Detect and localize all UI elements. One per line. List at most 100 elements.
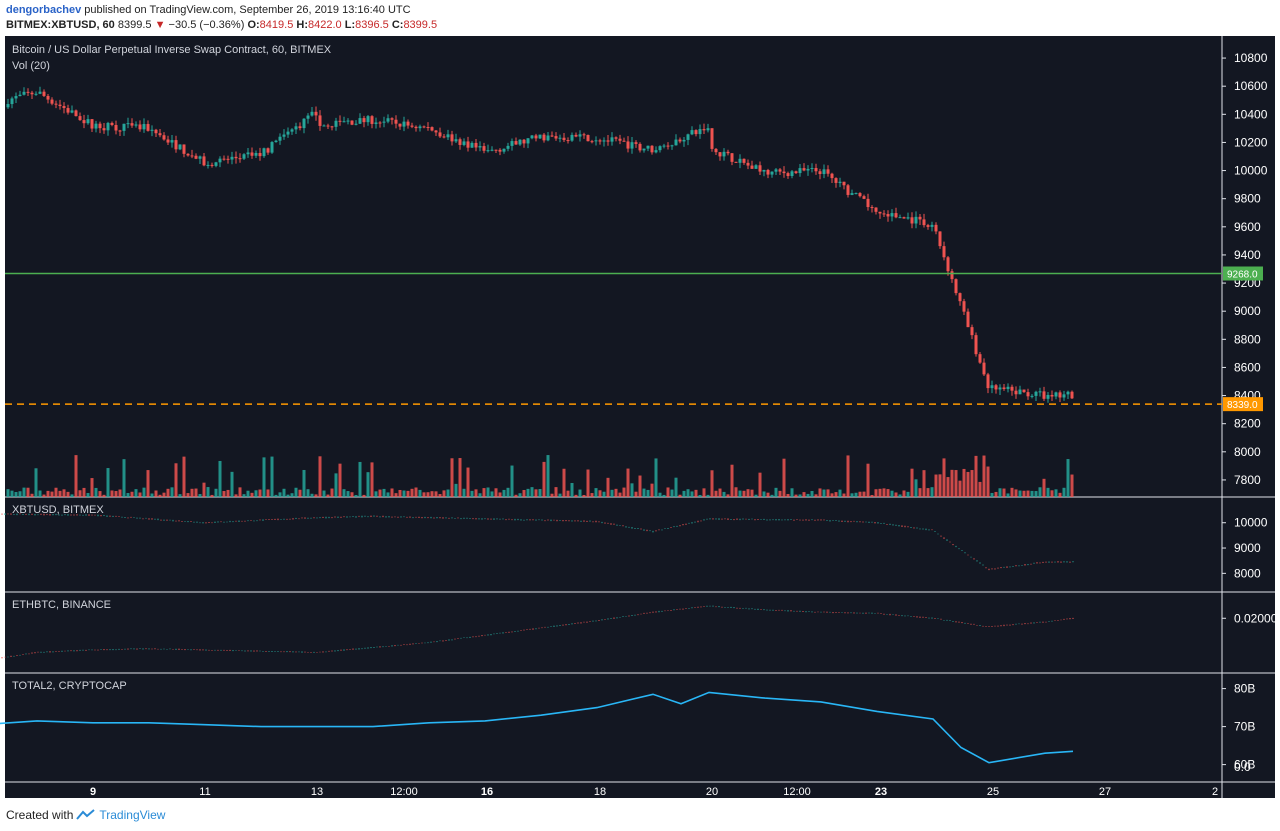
candle-body: [778, 169, 782, 172]
volume-bar: [210, 494, 214, 497]
author-link[interactable]: dengorbachev: [6, 4, 82, 16]
volume-bar: [866, 463, 870, 497]
volume-bar: [670, 489, 674, 497]
candle-body: [390, 118, 394, 120]
candle-body: [310, 111, 314, 116]
candle-body: [634, 142, 638, 144]
volume-bar: [654, 458, 658, 497]
volume-bar: [366, 472, 370, 497]
candle-body: [834, 178, 838, 183]
volume-bar: [1010, 487, 1014, 497]
candle-body: [422, 126, 426, 128]
candle-body: [318, 115, 322, 126]
candle-body: [74, 110, 78, 117]
candle-body: [674, 139, 678, 146]
volume-bar: [462, 488, 466, 497]
candle-body: [358, 118, 362, 124]
candle-body: [194, 155, 198, 159]
pane-tick-label: 80B: [1234, 682, 1255, 696]
volume-bar: [998, 488, 1002, 497]
candle-body: [570, 134, 574, 141]
candle-body: [918, 216, 922, 220]
price-change: −30.5 (−0.36%): [168, 19, 245, 31]
candle-body: [150, 129, 154, 131]
time-tick-label: 11: [199, 786, 210, 798]
candle-body: [910, 217, 914, 224]
volume-bar: [322, 490, 326, 497]
volume-bar: [242, 494, 246, 497]
volume-bar: [962, 468, 966, 497]
time-tick-label: 9: [90, 786, 96, 798]
volume-bar: [722, 491, 726, 497]
candle-body: [598, 140, 602, 142]
volume-bar: [534, 489, 538, 497]
volume-bar: [334, 473, 338, 497]
volume-bar: [290, 493, 294, 497]
volume-bar: [158, 494, 162, 497]
candle-body: [118, 130, 122, 132]
volume-bar: [402, 490, 406, 497]
volume-bar: [954, 470, 958, 497]
volume-bar: [978, 481, 982, 497]
volume-bar: [370, 462, 374, 497]
candle-body: [626, 141, 630, 149]
volume-bar: [658, 492, 662, 497]
volume-bar: [238, 487, 242, 497]
volume-bar: [278, 492, 282, 497]
candle-body: [334, 120, 338, 127]
candle-body: [790, 171, 794, 177]
tradingview-brand-link[interactable]: TradingView: [99, 808, 166, 822]
volume-bar: [542, 461, 546, 497]
volume-bar: [702, 488, 706, 497]
candle-body: [1062, 394, 1066, 398]
candle-body: [454, 139, 458, 142]
candle-body: [518, 139, 522, 145]
volume-bar: [194, 488, 198, 497]
candle-body: [78, 116, 82, 121]
volume-bar: [38, 490, 42, 497]
volume-bar: [522, 490, 526, 497]
candle-body: [814, 167, 818, 172]
volume-bar: [846, 455, 850, 497]
candle-body: [602, 140, 606, 142]
volume-bar: [882, 488, 886, 497]
price-tick-label: 9600: [1234, 220, 1261, 234]
publish-info: published on TradingView.com, September …: [81, 4, 411, 16]
volume-bar: [470, 490, 474, 497]
volume-bar: [94, 487, 98, 497]
volume-bar: [434, 491, 438, 497]
candle-body: [966, 311, 970, 328]
candle-body: [970, 327, 974, 336]
candle-body: [82, 120, 86, 124]
volume-bar: [626, 468, 630, 497]
high-label: H:: [296, 19, 308, 31]
candle-body: [302, 118, 306, 129]
volume-bar: [614, 488, 618, 497]
pane-series-line: [0, 691, 1074, 764]
volume-bar: [738, 490, 742, 497]
volume-bar: [674, 477, 678, 497]
candle-body: [670, 145, 674, 147]
volume-bar: [254, 490, 258, 497]
pane-tick-label: 0.02000: [1234, 611, 1278, 625]
candle-body: [430, 127, 434, 131]
volume-bar: [214, 488, 218, 497]
candle-body: [394, 119, 398, 124]
volume-bar: [286, 494, 290, 497]
candle-body: [494, 149, 498, 151]
volume-bar: [854, 492, 858, 497]
volume-bar: [1002, 488, 1006, 497]
chart-canvas[interactable]: Bitcoin / US Dollar Perpetual Inverse Sw…: [0, 36, 1280, 804]
volume-bar: [646, 489, 650, 497]
volume-bar: [918, 488, 922, 497]
candle-body: [114, 125, 118, 131]
volume-bar: [118, 489, 122, 497]
candle-body: [862, 196, 866, 199]
candle-body: [1050, 394, 1054, 397]
volume-bar: [330, 488, 334, 497]
candle-body: [718, 152, 722, 157]
volume-bar: [842, 493, 846, 497]
candle-body: [894, 213, 898, 218]
candle-body: [546, 135, 550, 141]
main-chart-title: Bitcoin / US Dollar Perpetual Inverse Sw…: [12, 44, 332, 56]
